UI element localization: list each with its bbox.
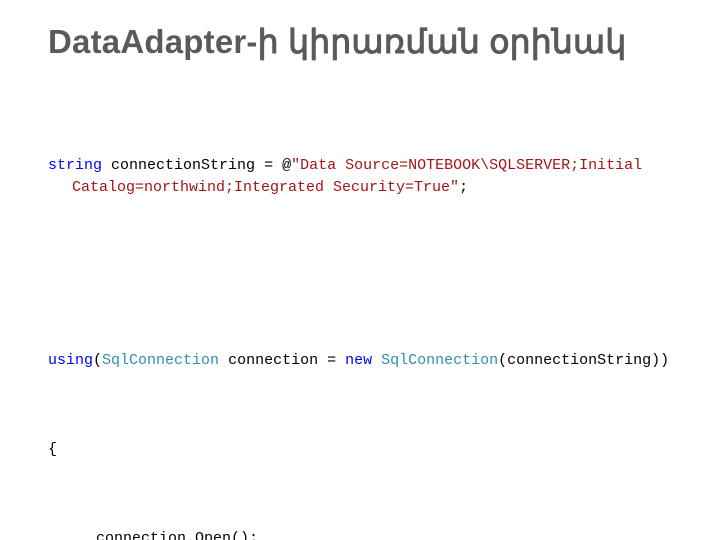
type-name: SqlConnection	[102, 352, 219, 369]
slide: DataAdapter-ի կիրառման օրինակ string con…	[0, 0, 720, 540]
slide-title: DataAdapter-ի կիրառման օրինակ	[48, 24, 672, 60]
keyword: using	[48, 352, 93, 369]
code-text: connectionString = @	[111, 157, 291, 174]
blank-line	[48, 266, 672, 284]
code-text: connection =	[219, 352, 345, 369]
code-text: ;	[459, 179, 468, 196]
code-text: (	[93, 352, 102, 369]
code-text: (connectionString))	[498, 352, 669, 369]
code-line: string connectionString = @"Data Source=…	[48, 155, 672, 199]
keyword: new	[345, 352, 372, 369]
code-line: connection.Open();	[48, 528, 672, 540]
type-name: SqlConnection	[381, 352, 498, 369]
code-text	[102, 157, 111, 174]
code-text	[372, 352, 381, 369]
code-line: {	[48, 439, 672, 461]
code-line: using(SqlConnection connection = new Sql…	[48, 350, 672, 372]
keyword: string	[48, 157, 102, 174]
code-block: string connectionString = @"Data Source=…	[48, 88, 672, 540]
